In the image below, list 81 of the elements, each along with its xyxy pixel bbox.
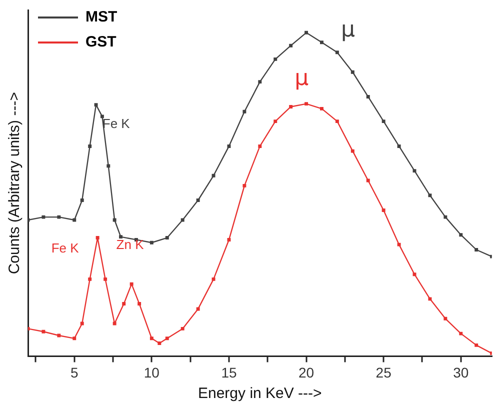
point <box>165 336 169 340</box>
point <box>274 57 278 61</box>
point <box>96 236 100 240</box>
point <box>104 277 108 281</box>
point <box>459 233 463 237</box>
point <box>320 40 324 44</box>
point <box>428 297 432 301</box>
point <box>88 144 92 148</box>
point <box>242 184 246 188</box>
point <box>72 218 76 222</box>
point <box>94 103 98 107</box>
point <box>112 322 116 326</box>
point <box>196 198 200 202</box>
point <box>397 242 401 246</box>
point <box>320 106 324 110</box>
legend-label: MST <box>86 8 118 26</box>
point <box>459 332 463 336</box>
point <box>444 215 448 219</box>
point <box>227 238 231 242</box>
point <box>304 102 308 106</box>
y-axis-title: Counts (Arbitrary units) ---> <box>6 92 24 274</box>
point <box>150 336 154 340</box>
point <box>474 248 478 252</box>
point <box>180 218 184 222</box>
point <box>289 44 293 48</box>
point <box>258 80 262 84</box>
x-axis-title: Energy in KeV ---> <box>198 385 322 402</box>
point <box>335 50 339 54</box>
point <box>212 174 216 178</box>
point <box>444 316 448 320</box>
point <box>158 342 162 345</box>
point <box>382 120 386 124</box>
annotation: μ <box>341 17 356 42</box>
annotation: μ <box>294 66 309 91</box>
point <box>150 240 154 244</box>
x-tick-label: 10 <box>144 364 160 380</box>
x-tick-label: 20 <box>298 364 314 380</box>
point <box>72 336 76 340</box>
point <box>304 30 308 34</box>
point <box>112 218 116 222</box>
point <box>212 277 216 281</box>
annotation: Fe K <box>51 240 80 256</box>
point <box>57 215 61 219</box>
point <box>80 198 84 202</box>
x-tick-label: 5 <box>70 364 78 380</box>
point <box>258 144 262 148</box>
point <box>57 334 61 338</box>
annotation: Zn K <box>116 236 144 252</box>
point <box>412 272 416 276</box>
legend-label: GST <box>86 34 116 51</box>
point <box>474 343 478 347</box>
annotation: Fe K <box>102 116 130 131</box>
point <box>88 277 92 281</box>
point <box>382 208 386 212</box>
point <box>100 114 104 118</box>
point <box>350 70 354 74</box>
point <box>397 144 401 148</box>
point <box>42 215 46 219</box>
point <box>227 144 231 148</box>
x-tick-label: 15 <box>221 364 237 380</box>
point <box>242 110 246 114</box>
x-tick-label: 25 <box>376 364 392 380</box>
point <box>80 322 84 326</box>
point <box>412 169 416 173</box>
point <box>138 302 142 306</box>
point <box>366 178 370 182</box>
point <box>366 94 370 98</box>
point <box>428 194 432 198</box>
x-tick-label: 30 <box>453 364 469 380</box>
point <box>165 236 169 240</box>
point <box>180 326 184 330</box>
point <box>350 149 354 153</box>
point <box>289 105 293 108</box>
point <box>106 164 110 168</box>
point <box>119 235 122 239</box>
point <box>122 302 126 306</box>
point <box>196 307 200 311</box>
point <box>335 120 339 124</box>
point <box>274 120 278 124</box>
point <box>130 282 134 286</box>
point <box>42 330 46 334</box>
